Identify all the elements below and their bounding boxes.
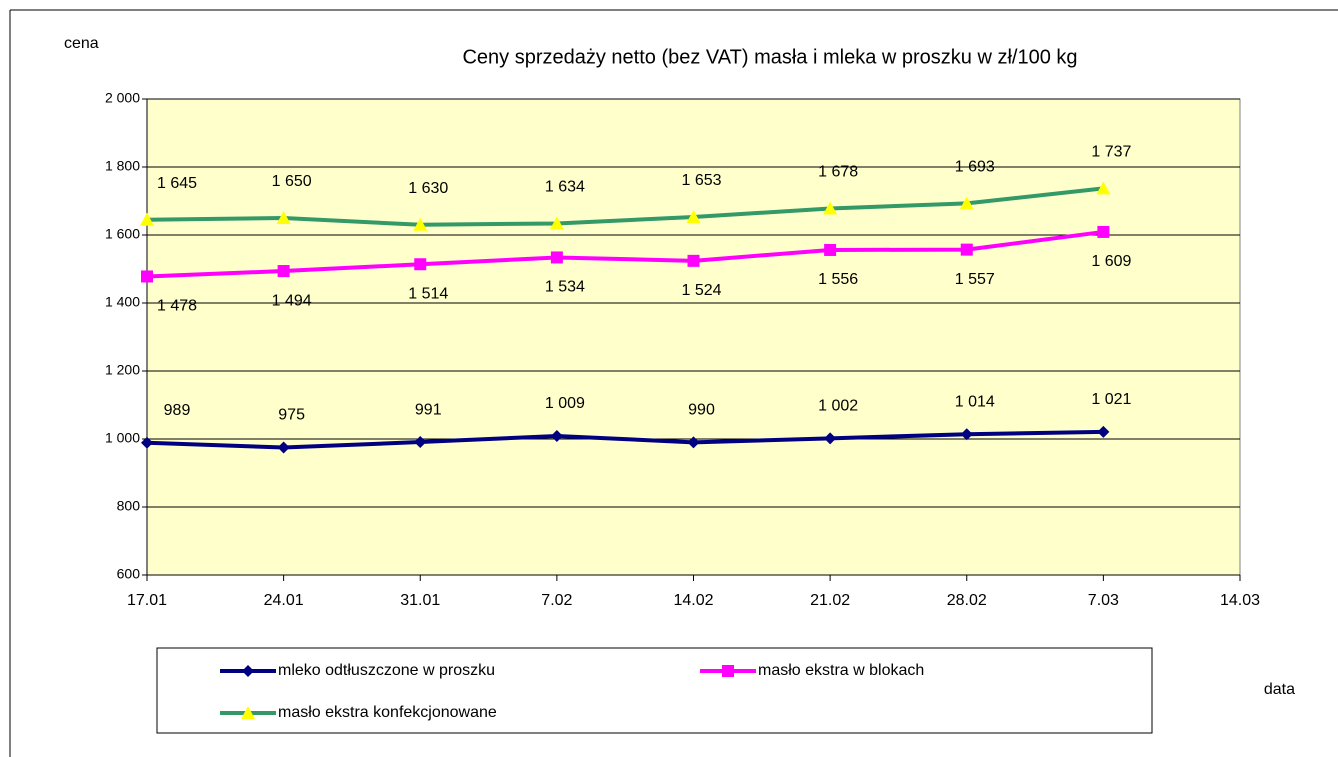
chart-title: Ceny sprzedaży netto (bez VAT) masła i m… [462, 46, 1077, 68]
data-point [140, 212, 154, 226]
legend [156, 647, 1153, 734]
data-label: 1 650 [272, 173, 312, 190]
data-label: 1 653 [681, 172, 721, 189]
y-tick-label: 600 [117, 566, 141, 582]
data-label: 1 634 [545, 179, 585, 196]
data-label: 1 524 [681, 282, 721, 299]
data-label: 1 014 [955, 393, 995, 410]
x-tick-label: 14.02 [673, 592, 713, 609]
x-tick-label: 21.02 [810, 592, 850, 609]
data-point [413, 217, 428, 231]
data-label: 1 609 [1091, 253, 1131, 270]
x-tick-label: 14.03 [1220, 592, 1260, 609]
data-point [824, 432, 837, 445]
data-point [277, 441, 290, 454]
data-label: 1 645 [157, 175, 197, 192]
data-point [550, 429, 563, 442]
x-axis-label: data [1264, 681, 1295, 698]
data-point [687, 254, 700, 267]
data-point [276, 211, 291, 224]
y-tick-label: 1 600 [105, 226, 140, 242]
data-point [277, 265, 290, 278]
data-point [686, 209, 701, 223]
data-point [550, 251, 563, 264]
data-point [960, 428, 973, 441]
data-label: 1 494 [272, 292, 312, 309]
data-label: 1 514 [408, 285, 448, 302]
data-point [960, 243, 973, 256]
legend-label: masło ekstra konfekcjonowane [278, 704, 497, 721]
data-point [414, 258, 427, 271]
x-tick-label: 7.02 [541, 592, 572, 609]
data-label: 1 009 [545, 395, 585, 412]
data-label: 990 [688, 402, 715, 419]
data-label: 1 737 [1091, 144, 1131, 161]
legend-marker [241, 706, 255, 719]
y-tick-label: 1 000 [105, 430, 140, 446]
x-tick-label: 24.01 [264, 592, 304, 609]
data-label: 1 557 [955, 271, 995, 288]
x-tick-label: 28.02 [947, 592, 987, 609]
legend-marker [722, 665, 734, 677]
data-point [414, 436, 427, 449]
series-line [146, 186, 1104, 227]
legend-label: masło ekstra w blokach [758, 662, 924, 679]
data-label: 1 021 [1091, 391, 1131, 408]
data-label: 975 [278, 407, 305, 424]
y-tick-label: 800 [117, 498, 141, 514]
data-label: 1 534 [545, 279, 585, 296]
data-label: 991 [415, 401, 442, 418]
series-line [146, 429, 1104, 450]
plot-area [146, 98, 1241, 576]
data-point [141, 270, 153, 283]
data-label: 989 [164, 402, 191, 419]
data-label: 1 630 [408, 180, 448, 197]
data-point [823, 201, 838, 215]
x-tick-label: 31.01 [400, 592, 440, 609]
y-tick-label: 2 000 [105, 90, 140, 106]
y-tick-label: 1 200 [105, 362, 140, 378]
series-line [146, 229, 1104, 279]
data-point [1097, 225, 1110, 238]
data-point [1096, 181, 1111, 195]
data-point [549, 216, 564, 230]
x-tick-label: 17.01 [127, 592, 167, 609]
y-axis-label: cena [64, 35, 99, 52]
legend-label: mleko odtłuszczone w proszku [278, 662, 495, 679]
x-tick-label: 7.03 [1088, 592, 1119, 609]
data-point [141, 436, 153, 449]
data-label: 1 556 [818, 271, 858, 288]
data-label: 1 002 [818, 398, 858, 415]
data-label: 1 693 [955, 159, 995, 176]
legend-marker [242, 665, 254, 677]
data-point [1097, 425, 1110, 438]
data-point [959, 196, 974, 210]
data-label: 1 678 [818, 164, 858, 181]
data-point [824, 243, 837, 256]
y-tick-label: 1 400 [105, 294, 140, 310]
y-tick-label: 1 800 [105, 158, 140, 174]
data-point [687, 436, 700, 449]
data-label: 1 478 [157, 298, 197, 315]
